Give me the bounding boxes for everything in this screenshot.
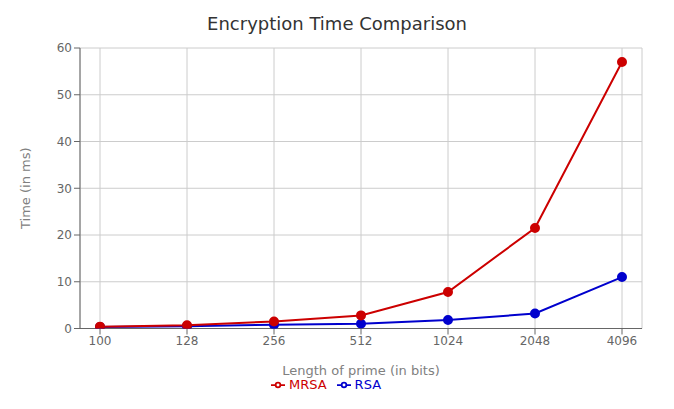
svg-text:50: 50 [57, 88, 72, 102]
svg-text:128: 128 [176, 334, 199, 348]
svg-text:60: 60 [57, 41, 72, 55]
svg-text:1024: 1024 [433, 334, 464, 348]
svg-text:30: 30 [57, 182, 72, 196]
svg-text:40: 40 [57, 135, 72, 149]
svg-text:256: 256 [263, 334, 286, 348]
svg-text:Length of prime (in bits): Length of prime (in bits) [282, 363, 440, 378]
svg-text:Time (in ms): Time (in ms) [18, 147, 33, 230]
svg-text:512: 512 [350, 334, 373, 348]
svg-text:4096: 4096 [607, 334, 638, 348]
svg-text:0: 0 [64, 322, 72, 336]
svg-text:2048: 2048 [520, 334, 551, 348]
svg-text:100: 100 [89, 334, 112, 348]
html-text:Encryption Time Comparison: Encryption Time Comparison [207, 13, 467, 34]
html-text:MRSA: MRSA [289, 376, 327, 392]
svg-text:20: 20 [57, 228, 72, 242]
svg-text:10: 10 [57, 275, 72, 289]
html-text:RSA: RSA [354, 376, 381, 392]
